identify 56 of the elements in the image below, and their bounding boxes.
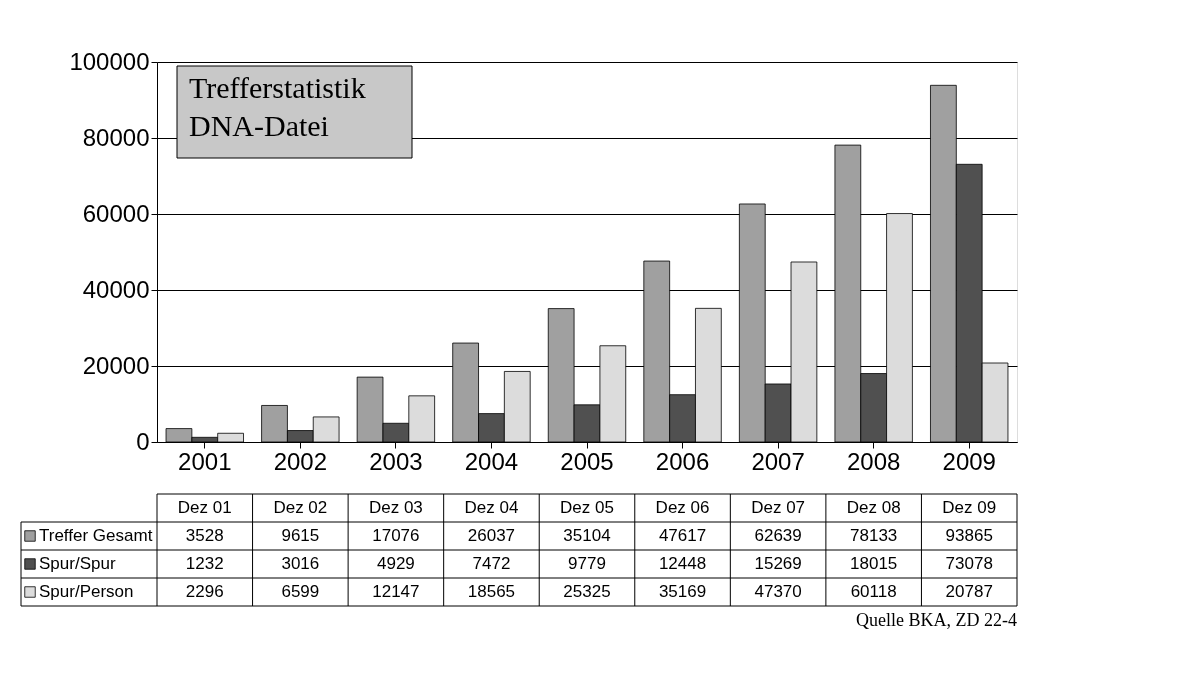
x-tick-label: 2004 [464,447,519,475]
legend-label: Treffer Gesamt [39,526,153,545]
text: Dez 09 [942,498,997,517]
data-label: 47617 [658,526,707,545]
data-label: 2296 [185,582,224,601]
y-tick-label: 60000 [82,199,150,227]
data-label: 26037 [467,526,516,545]
data-label: 1232 [185,554,224,573]
text: Dez 03 [368,498,423,517]
legend-label: Spur/Spur [39,554,116,573]
data-label: 7472 [472,554,511,573]
data-label: 18015 [850,554,898,573]
text: Dez 06 [655,498,710,517]
data-label: 17076 [372,526,420,545]
data-label: 35104 [563,526,611,545]
data-label: 18565 [467,582,516,601]
data-label: 47370 [754,582,802,601]
x-tick-label: 2001 [178,447,232,475]
data-label: 25325 [563,582,611,601]
y-tick-label: 20000 [82,351,150,379]
data-label: 9615 [281,526,320,545]
data-label: 20787 [945,582,993,601]
y-tick-label: 100000 [69,47,150,75]
data-label: 3016 [281,554,320,573]
text: Dez 08 [846,498,901,517]
x-tick-label: 2003 [369,447,423,475]
data-label: 15269 [754,554,802,573]
data-label: 73078 [945,554,993,573]
y-tick-label: 0 [136,427,150,455]
legend-label: Spur/Person [39,582,134,601]
text: Trefferstatistik DNA-Datei [189,71,366,142]
x-tick-label: 2005 [560,447,614,475]
data-label: 93865 [945,526,993,545]
data-label: 4929 [376,554,415,573]
text: Dez 01 [177,498,232,517]
data-label: 62639 [754,526,802,545]
text: Dez 05 [560,498,614,517]
data-label: 60118 [850,582,897,601]
x-tick-label: 2008 [846,447,901,475]
x-tick-label: 2007 [751,447,805,475]
data-label: 12147 [372,582,420,601]
data-label: 35169 [658,582,707,601]
text: Dez 07 [751,498,806,517]
y-tick-label: 80000 [82,123,150,151]
text: Dez 02 [273,498,328,517]
source-note: Quelle BKA, ZD 22-4 [856,610,1017,630]
data-label: 78133 [850,526,898,545]
data-label: 9779 [568,554,606,573]
x-tick-label: 2009 [942,447,996,475]
data-label: 3528 [185,526,224,545]
text: Dez 04 [464,498,519,517]
data-label: 12448 [658,554,707,573]
x-tick-label: 2002 [273,447,328,475]
x-tick-label: 2006 [655,447,710,475]
y-tick-label: 40000 [82,275,150,303]
data-label: 6599 [281,582,320,601]
